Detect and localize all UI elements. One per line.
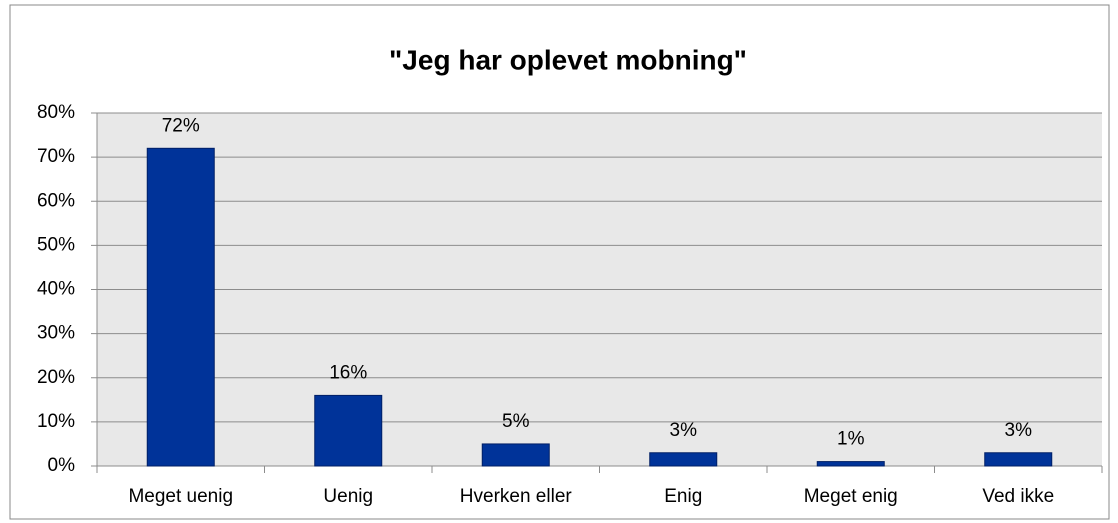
bar	[816, 461, 885, 467]
chart-title: "Jeg har oplevet mobning"	[389, 44, 747, 75]
y-tick-label: 30%	[37, 323, 75, 344]
y-tick-label: 80%	[37, 102, 75, 123]
y-tick-label: 50%	[37, 234, 75, 255]
bar	[984, 452, 1053, 467]
x-tick-label: Meget uenig	[128, 486, 233, 507]
data-label: 5%	[502, 411, 530, 432]
x-tick-label: Enig	[664, 486, 702, 507]
x-tick-label: Ved ikke	[982, 486, 1054, 507]
data-label: 3%	[670, 420, 698, 441]
bar	[649, 452, 718, 467]
data-label: 1%	[837, 429, 865, 450]
y-tick-label: 10%	[37, 411, 75, 432]
y-tick-label: 20%	[37, 367, 75, 388]
data-label: 16%	[329, 362, 367, 383]
bar	[146, 147, 215, 467]
x-tick-label: Hverken eller	[460, 486, 573, 507]
data-label: 72%	[162, 115, 200, 136]
bar	[314, 394, 383, 467]
y-tick-label: 70%	[37, 146, 75, 167]
y-tick-label: 60%	[37, 190, 75, 211]
data-label: 3%	[1005, 420, 1033, 441]
x-tick-label: Meget enig	[804, 486, 898, 507]
y-tick-label: 40%	[37, 279, 75, 300]
x-tick-label: Uenig	[323, 486, 373, 507]
bar	[481, 443, 550, 467]
y-tick-label: 0%	[48, 455, 76, 476]
